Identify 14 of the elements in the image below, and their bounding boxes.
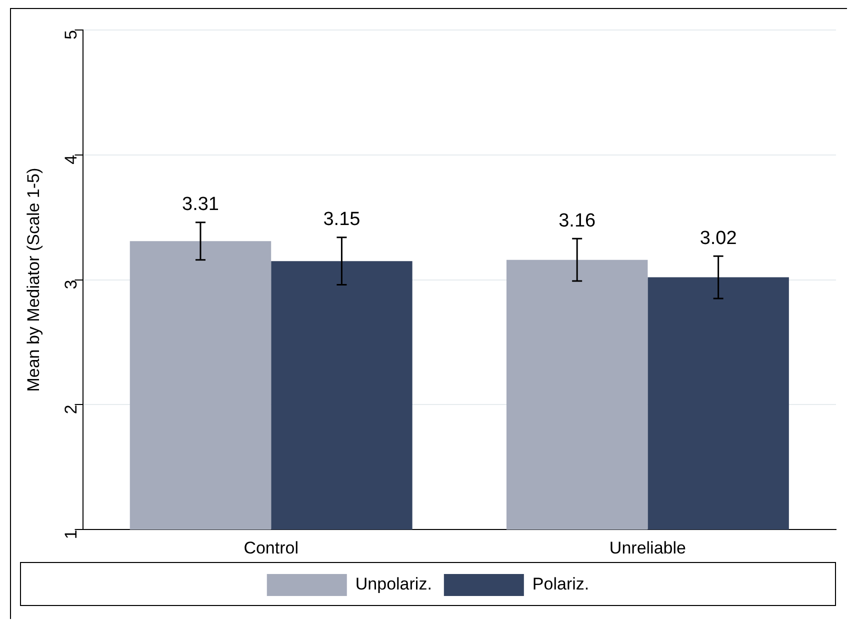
x-tick-label: Control xyxy=(244,538,299,558)
legend-label: Unpolariz. xyxy=(355,574,432,594)
data-label: 3.31 xyxy=(182,194,219,216)
y-axis-title: Mean by Mediator (Scale 1-5) xyxy=(24,168,43,392)
x-tick-label: Unreliable xyxy=(609,538,686,558)
y-tick-label: 1 xyxy=(61,530,80,540)
y-tick-label: 5 xyxy=(61,30,80,40)
y-tick-label: 2 xyxy=(61,404,80,414)
y-tick-label: 3 xyxy=(61,280,80,290)
legend-label: Polariz. xyxy=(532,574,590,594)
y-tick-label: 4 xyxy=(61,154,80,164)
data-label: 3.15 xyxy=(323,209,360,230)
data-label: 3.02 xyxy=(700,228,737,249)
data-label: 3.16 xyxy=(558,210,596,232)
